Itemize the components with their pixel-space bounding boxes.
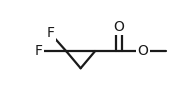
Text: O: O xyxy=(138,44,148,58)
Text: F: F xyxy=(35,44,42,58)
Text: O: O xyxy=(113,20,124,34)
Text: F: F xyxy=(47,26,55,40)
